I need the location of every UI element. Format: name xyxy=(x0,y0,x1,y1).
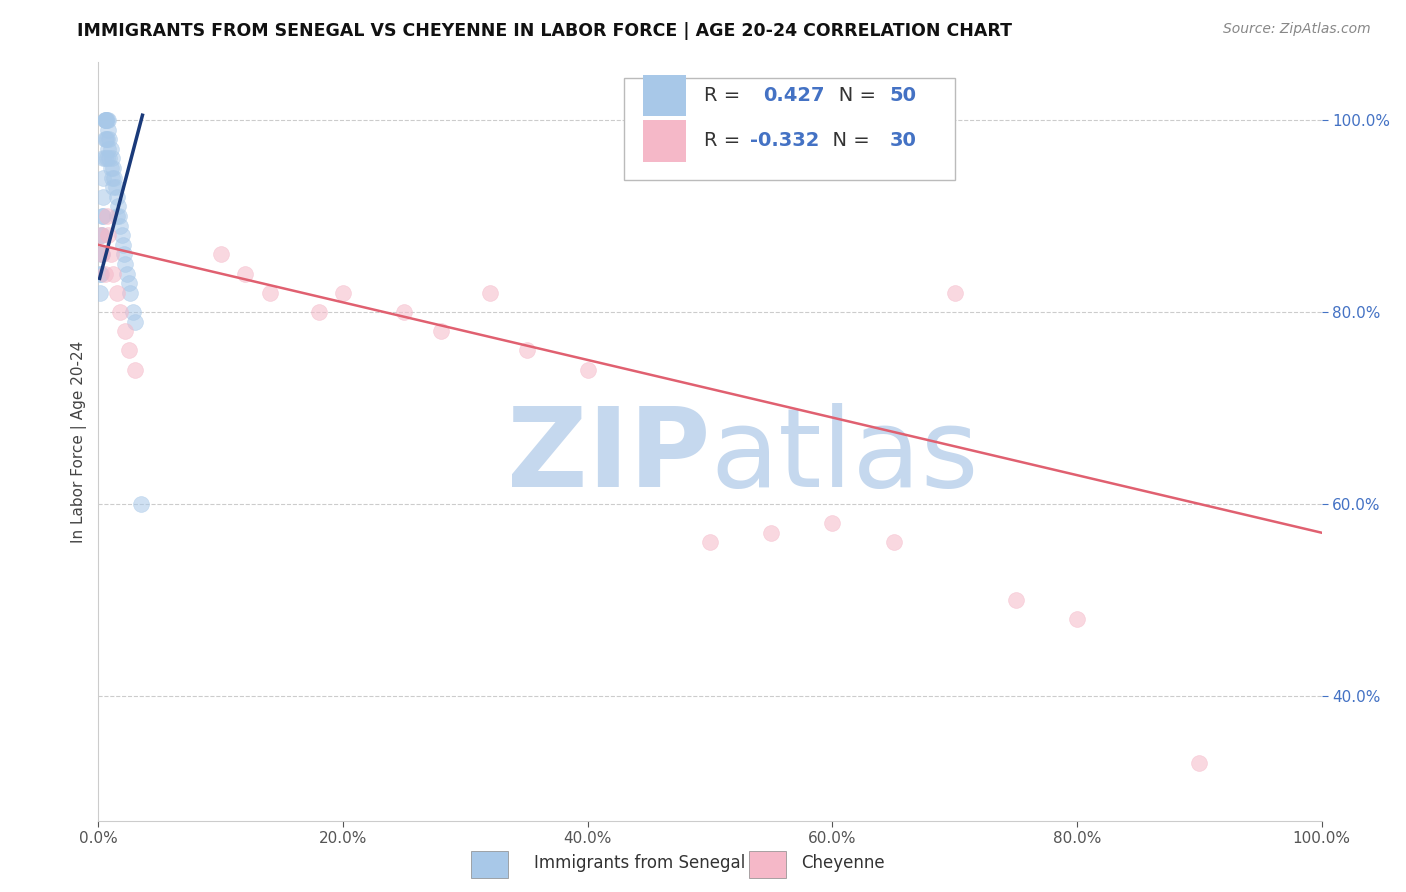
Point xyxy=(94,113,117,128)
Point xyxy=(515,343,537,358)
Point xyxy=(430,324,453,338)
Text: 50: 50 xyxy=(890,87,917,105)
Point xyxy=(761,525,783,540)
Point xyxy=(91,170,114,185)
Point xyxy=(112,247,135,261)
Point xyxy=(90,228,112,243)
Point xyxy=(97,228,120,243)
Point xyxy=(96,132,118,146)
Point xyxy=(110,219,132,233)
Point xyxy=(93,152,115,166)
Point xyxy=(120,285,142,300)
Point xyxy=(392,305,416,319)
Point xyxy=(97,113,120,128)
Point xyxy=(1004,593,1026,607)
Point xyxy=(101,152,124,166)
Point xyxy=(93,113,115,128)
Point xyxy=(105,285,128,300)
Point xyxy=(111,228,134,243)
FancyBboxPatch shape xyxy=(643,75,686,117)
Text: Immigrants from Senegal: Immigrants from Senegal xyxy=(534,855,745,872)
Point xyxy=(114,324,136,338)
Point xyxy=(121,305,143,319)
Point xyxy=(103,170,125,185)
Point xyxy=(101,161,124,175)
Point xyxy=(259,285,281,300)
Point xyxy=(93,132,115,146)
Point xyxy=(96,152,118,166)
Point xyxy=(576,362,599,376)
Point xyxy=(91,209,114,223)
Point xyxy=(100,161,122,175)
Point xyxy=(100,142,122,156)
Point xyxy=(478,285,501,300)
Point xyxy=(91,247,114,261)
Y-axis label: In Labor Force | Age 20-24: In Labor Force | Age 20-24 xyxy=(72,341,87,542)
Point xyxy=(90,228,112,243)
Point xyxy=(124,362,146,376)
Point xyxy=(110,305,132,319)
Point xyxy=(89,285,111,300)
Point xyxy=(98,152,121,166)
Text: N =: N = xyxy=(820,87,883,105)
Point xyxy=(107,199,129,213)
Point xyxy=(97,142,120,156)
Point xyxy=(94,113,117,128)
Point xyxy=(118,276,141,290)
Point xyxy=(91,209,114,223)
Point xyxy=(332,285,354,300)
Point xyxy=(124,315,146,329)
Point xyxy=(308,305,330,319)
Point xyxy=(91,247,114,261)
Point xyxy=(1066,612,1088,626)
Point xyxy=(699,535,721,549)
Point xyxy=(90,247,112,261)
Point xyxy=(105,209,128,223)
Text: R =: R = xyxy=(704,87,752,105)
Point xyxy=(100,247,122,261)
Text: atlas: atlas xyxy=(710,403,979,510)
Point xyxy=(101,180,124,194)
Point xyxy=(91,152,114,166)
Point xyxy=(115,267,138,281)
Text: R =: R = xyxy=(704,131,747,150)
Point xyxy=(91,190,114,204)
Point xyxy=(108,209,131,223)
Point xyxy=(111,237,134,252)
Point xyxy=(96,209,118,223)
Point xyxy=(93,113,115,128)
Text: -0.332: -0.332 xyxy=(751,131,820,150)
Point xyxy=(93,267,115,281)
Point xyxy=(114,257,136,271)
Point xyxy=(129,497,152,511)
Point xyxy=(91,228,114,243)
Point xyxy=(104,180,127,194)
Text: ZIP: ZIP xyxy=(506,403,710,510)
Point xyxy=(98,132,121,146)
Point xyxy=(1188,756,1211,770)
Point xyxy=(94,132,117,146)
Text: N =: N = xyxy=(820,131,876,150)
Point xyxy=(96,113,118,128)
Text: Source: ZipAtlas.com: Source: ZipAtlas.com xyxy=(1223,22,1371,37)
Point xyxy=(101,170,124,185)
Point xyxy=(209,247,232,261)
Point xyxy=(101,267,124,281)
Point xyxy=(883,535,905,549)
Point xyxy=(90,267,112,281)
Text: Cheyenne: Cheyenne xyxy=(801,855,884,872)
Point xyxy=(105,190,128,204)
Text: 30: 30 xyxy=(890,131,917,150)
Point xyxy=(97,122,120,136)
Text: IMMIGRANTS FROM SENEGAL VS CHEYENNE IN LABOR FORCE | AGE 20-24 CORRELATION CHART: IMMIGRANTS FROM SENEGAL VS CHEYENNE IN L… xyxy=(77,22,1012,40)
Point xyxy=(943,285,966,300)
Text: 0.427: 0.427 xyxy=(762,87,824,105)
Point xyxy=(89,267,111,281)
Point xyxy=(118,343,141,358)
Point xyxy=(233,267,256,281)
Point xyxy=(821,516,844,530)
FancyBboxPatch shape xyxy=(643,120,686,161)
FancyBboxPatch shape xyxy=(624,78,955,180)
